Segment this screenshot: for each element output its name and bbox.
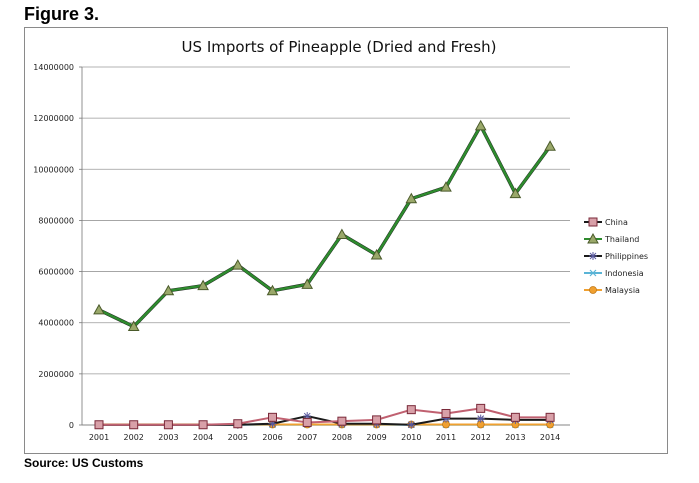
- chart-frame: [24, 27, 668, 454]
- y-tick-label: 2000000: [38, 370, 74, 379]
- chart-title: US Imports of Pineapple (Dried and Fresh…: [182, 38, 497, 56]
- x-tick-label: 2003: [158, 433, 178, 442]
- legend-item-malaysia: Malaysia: [584, 286, 640, 295]
- legend-label: Malaysia: [605, 286, 640, 295]
- x-tick-label: 2007: [297, 433, 317, 442]
- data-point-china: [94, 420, 104, 430]
- x-tick-label: 2014: [540, 433, 560, 442]
- data-point-china: [510, 412, 520, 422]
- legend-marker-malaysia: [589, 286, 597, 294]
- data-point-thailand: [301, 278, 314, 289]
- data-series: [93, 119, 556, 430]
- data-point-china: [441, 408, 451, 418]
- y-tick-label: 0: [69, 421, 74, 430]
- series-philippines: [95, 412, 555, 429]
- data-point-thailand: [197, 279, 209, 291]
- x-tick-label: 2005: [228, 433, 248, 442]
- data-point-thailand: [93, 303, 105, 315]
- data-point-china: [268, 412, 277, 422]
- x-tick-label: 2004: [193, 433, 213, 442]
- x-tick-label: 2012: [471, 433, 491, 442]
- data-point-china: [372, 415, 382, 425]
- data-point-china: [406, 405, 416, 415]
- x-axis-ticks: 2001 2002 2003 2004 2005 2006 2007 2008 2009 2010…: [89, 425, 560, 442]
- gridlines: [79, 66, 570, 426]
- legend-item-philippines: Philippines: [584, 252, 648, 261]
- x-tick-label: 2008: [332, 433, 352, 442]
- x-tick-label: 2013: [505, 433, 525, 442]
- x-tick-label: 2010: [401, 433, 421, 442]
- y-tick-label: 4000000: [38, 319, 74, 328]
- data-point-china: [163, 420, 173, 430]
- data-point-china: [233, 419, 243, 429]
- data-point-thailand: [231, 259, 244, 270]
- data-point-china: [545, 412, 555, 422]
- data-point-philippines: [407, 420, 416, 429]
- y-tick-label: 12000000: [33, 114, 74, 123]
- y-tick-label: 8000000: [38, 216, 74, 225]
- legend-item-indonesia: Indonesia: [584, 269, 644, 278]
- legend-label: Thailand: [604, 235, 639, 244]
- data-point-thailand: [544, 140, 556, 151]
- legend-marker-philippines: [589, 252, 597, 260]
- x-tick-label: 2002: [124, 433, 144, 442]
- series-line-china: [99, 407, 551, 426]
- data-point-philippines: [476, 414, 485, 423]
- legend: China Thailand Philippines Indonesia Malaysi…: [584, 217, 648, 295]
- legend-marker-china: [588, 217, 598, 227]
- data-point-thailand: [405, 192, 418, 204]
- data-point-thailand: [127, 320, 140, 332]
- series-china: [94, 403, 555, 430]
- legend-item-thailand: Thailand: [584, 232, 639, 244]
- legend-item-china: China: [584, 217, 628, 227]
- data-point-china: [476, 403, 486, 413]
- legend-label: China: [605, 218, 628, 227]
- data-point-thailand: [162, 284, 175, 296]
- y-tick-label: 6000000: [38, 268, 74, 277]
- series-line-thailand: [98, 124, 552, 328]
- x-tick-label: 2006: [262, 433, 282, 442]
- data-point-china: [337, 416, 347, 426]
- y-tick-label: 10000000: [33, 165, 74, 174]
- figure-label: Figure 3.: [24, 4, 100, 24]
- x-tick-label: 2011: [436, 433, 456, 442]
- data-point-thailand: [509, 187, 522, 199]
- series-line-shadow: [98, 124, 552, 329]
- data-point-thailand: [370, 248, 383, 260]
- source-note: Source: US Customs: [24, 456, 144, 470]
- legend-label: Philippines: [605, 252, 648, 261]
- data-point-thailand: [266, 284, 279, 296]
- legend-marker-thailand: [587, 232, 599, 244]
- legend-label: Indonesia: [605, 269, 644, 278]
- data-point-china: [129, 420, 139, 430]
- x-tick-label: 2009: [366, 433, 386, 442]
- data-point-thailand: [440, 181, 452, 192]
- series-thailand: [93, 119, 556, 332]
- y-tick-label: 14000000: [33, 63, 74, 72]
- data-point-thailand: [474, 119, 487, 131]
- legend-marker-indonesia: [589, 269, 597, 277]
- data-point-thailand: [336, 228, 348, 239]
- y-axis-ticks: 0 2000000 4000000 6000000 8000000 10000000 120…: [33, 63, 74, 430]
- x-tick-label: 2001: [89, 433, 109, 442]
- data-point-china: [198, 420, 208, 430]
- data-point-china: [302, 417, 312, 427]
